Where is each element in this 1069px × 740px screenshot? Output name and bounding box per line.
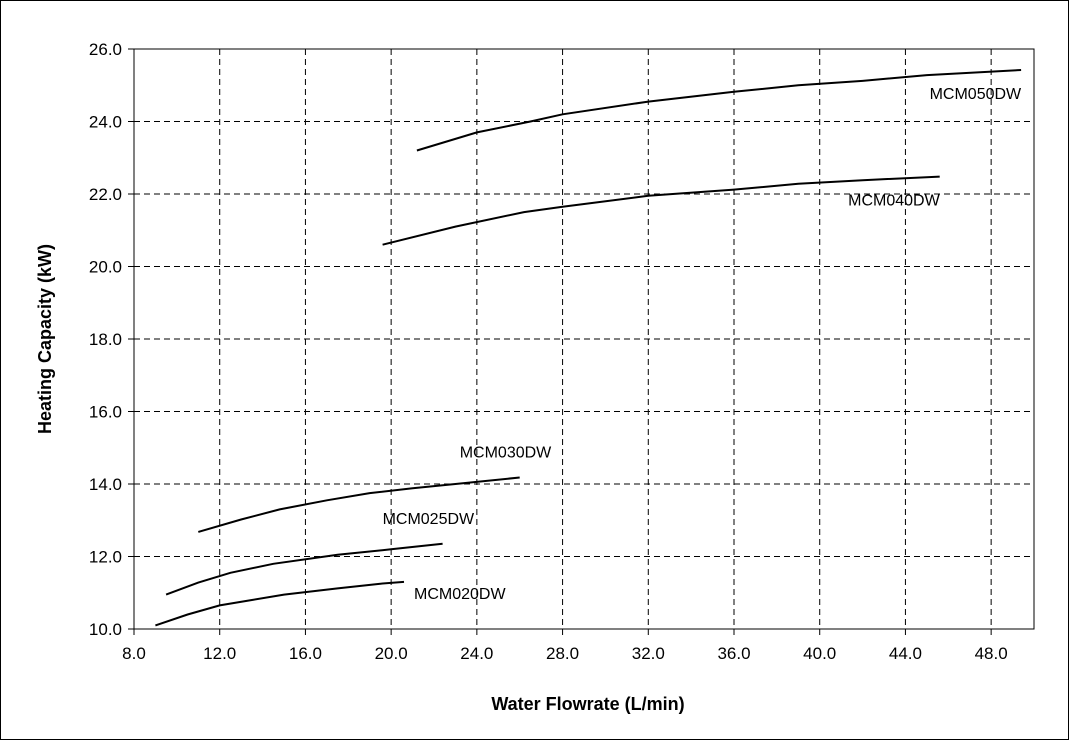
y-tick-label: 20.0 — [89, 258, 122, 277]
series-layer: MCM050DW MCM040DW MCM030DW MCM025DW MCM020DW — [155, 69, 1022, 627]
x-tick-label: 40.0 — [803, 644, 836, 663]
series-line-mcm030dw — [198, 476, 520, 533]
x-tick-label: 32.0 — [632, 644, 665, 663]
series-label-mcm025dw: MCM025DW — [383, 511, 475, 528]
x-tick-label: 16.0 — [289, 644, 322, 663]
x-tick-label: 24.0 — [460, 644, 493, 663]
x-tick-label: 36.0 — [717, 644, 750, 663]
y-axis-title: Heating Capacity (kW) — [35, 244, 55, 434]
series-label-mcm050dw: MCM050DW — [930, 86, 1022, 103]
series-label-mcm040dw: MCM040DW — [848, 193, 940, 210]
x-tick-label: 8.0 — [122, 644, 146, 663]
y-tick-label: 16.0 — [89, 403, 122, 422]
series-line-mcm050dw — [416, 69, 1022, 152]
y-tick-label: 26.0 — [89, 40, 122, 59]
x-tick-label: 48.0 — [975, 644, 1008, 663]
series-line-mcm025dw — [165, 542, 443, 596]
x-tick-label: 12.0 — [203, 644, 236, 663]
x-tick-label: 44.0 — [889, 644, 922, 663]
series-label-mcm030dw: MCM030DW — [460, 444, 552, 461]
tick-layer: 8.0 12.0 16.0 20.0 24.0 28.0 32.0 36.0 40.0 44.0 4… — [89, 40, 1008, 663]
y-tick-label: 22.0 — [89, 185, 122, 204]
grid-layer — [134, 49, 1034, 629]
series-label-mcm020dw: MCM020DW — [414, 586, 506, 603]
y-tick-label: 18.0 — [89, 330, 122, 349]
x-tick-label: 20.0 — [375, 644, 408, 663]
y-tick-label: 24.0 — [89, 113, 122, 132]
y-tick-label: 10.0 — [89, 620, 122, 639]
x-axis-title: Water Flowrate (L/min) — [491, 694, 684, 714]
y-tick-label: 12.0 — [89, 548, 122, 567]
y-tick-label: 14.0 — [89, 475, 122, 494]
x-tick-label: 28.0 — [546, 644, 579, 663]
series-line-mcm040dw — [382, 175, 940, 246]
series-line-mcm020dw — [155, 580, 405, 627]
